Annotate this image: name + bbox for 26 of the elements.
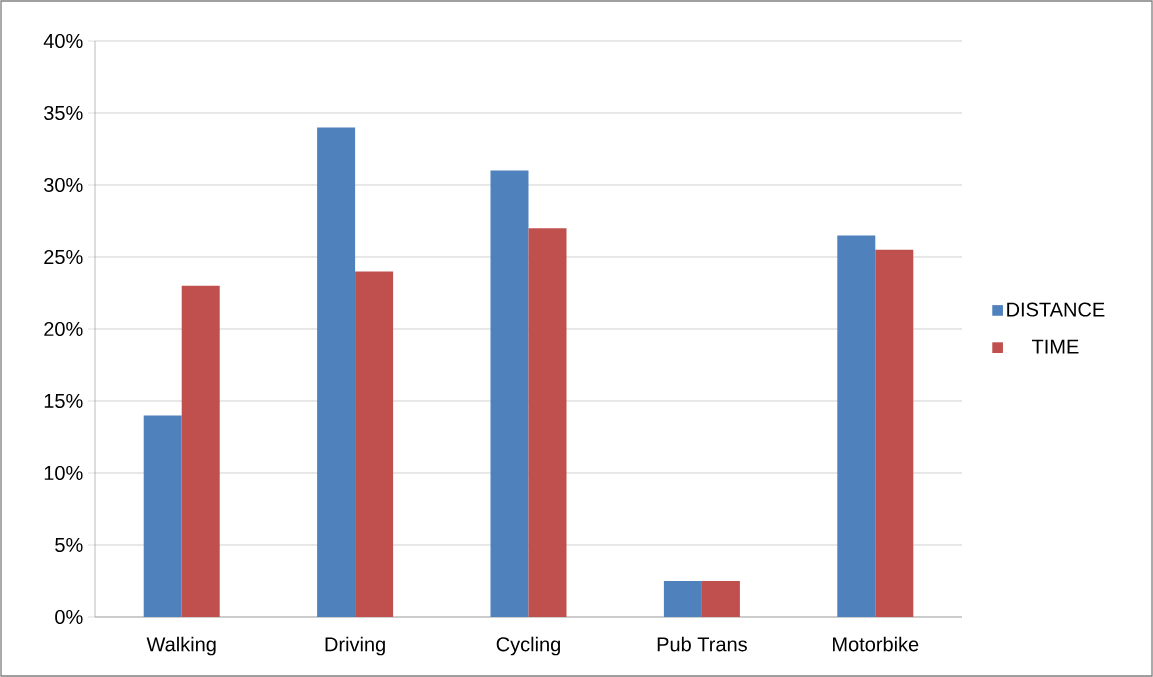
x-tick-label: Walking — [146, 636, 216, 656]
x-tick-label: Driving — [325, 636, 385, 656]
y-tick-label: 15% — [44, 393, 83, 409]
y-tick-label: 0% — [55, 609, 83, 625]
y-tick-label: 10% — [44, 465, 83, 481]
y-tick-label: 25% — [44, 249, 83, 265]
bar — [663, 580, 702, 617]
y-tick-label: 30% — [44, 177, 83, 193]
bar — [528, 228, 567, 617]
bar — [875, 249, 914, 617]
y-tick-label: 40% — [43, 33, 83, 49]
x-tick-label: Cycling — [496, 636, 560, 656]
bar — [317, 127, 356, 617]
bar — [701, 580, 740, 617]
x-tick-label: Pub Trans — [657, 636, 747, 652]
bar — [837, 235, 876, 617]
y-tick-label: 35% — [44, 105, 83, 121]
legend-label: TIME — [1031, 339, 1079, 354]
x-tick-label: Motorbike — [833, 636, 919, 652]
bar — [355, 271, 394, 617]
bar — [181, 285, 220, 617]
y-tick-label: 5% — [55, 537, 83, 553]
bar — [143, 415, 182, 617]
bar — [490, 170, 529, 617]
y-tick-label: 20% — [44, 321, 83, 337]
legend-label: DISTANCE — [1007, 302, 1105, 317]
